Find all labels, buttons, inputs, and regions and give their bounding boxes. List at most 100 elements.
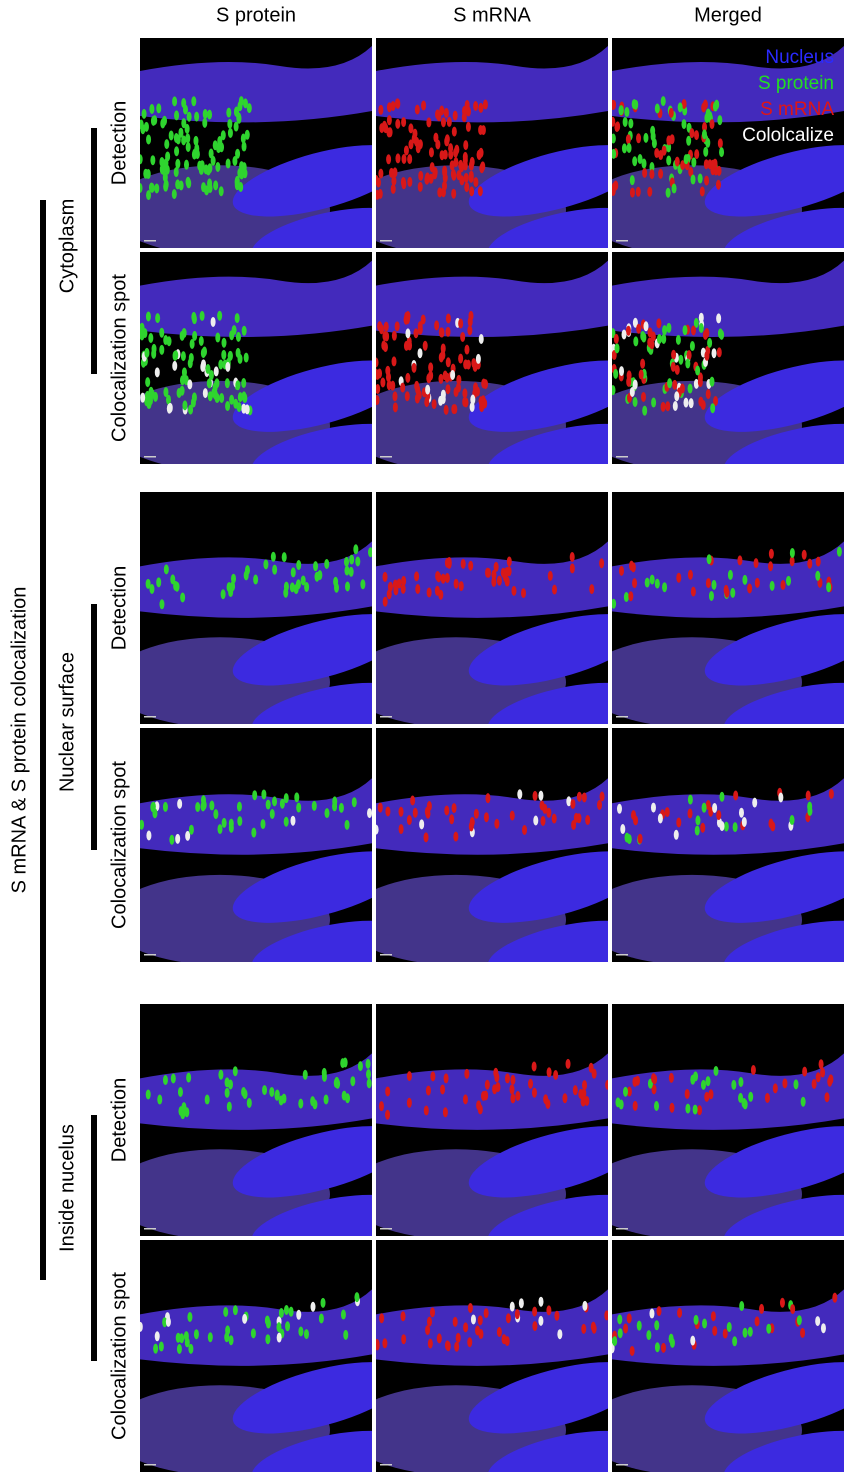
- spot: [690, 1074, 696, 1085]
- spot: [554, 1310, 560, 1321]
- spot: [192, 330, 198, 341]
- spot: [826, 582, 832, 593]
- spot: [483, 812, 489, 823]
- spot: [178, 127, 184, 138]
- spot: [376, 824, 379, 835]
- spot: [162, 1317, 168, 1328]
- spot: [151, 343, 157, 354]
- spot: [423, 1105, 429, 1116]
- scale-bar: [144, 954, 156, 956]
- spot: [713, 395, 719, 406]
- spot: [419, 819, 425, 830]
- spot: [687, 808, 693, 819]
- spot: [474, 386, 480, 397]
- spot: [183, 1331, 189, 1342]
- nucleus: [487, 682, 608, 724]
- spot: [623, 1086, 629, 1097]
- spot: [221, 817, 227, 828]
- spot: [679, 383, 685, 394]
- spot: [236, 801, 242, 812]
- spot: [473, 808, 479, 819]
- spot: [624, 107, 630, 118]
- spot: [647, 327, 653, 338]
- spot: [628, 118, 634, 129]
- spot: [647, 337, 653, 348]
- nucleus: [376, 260, 608, 338]
- group-label: Nuclear surface: [56, 652, 78, 792]
- legend-entry: S protein: [758, 73, 834, 94]
- column-header: Merged: [694, 4, 762, 26]
- spot: [738, 807, 744, 818]
- spot: [379, 324, 385, 335]
- spot: [241, 1087, 247, 1098]
- image-panel: [376, 492, 608, 724]
- spot: [353, 544, 359, 555]
- spot: [704, 175, 710, 186]
- spot: [166, 403, 172, 414]
- spot: [467, 1302, 473, 1313]
- spot: [406, 815, 412, 826]
- nucleus: [232, 851, 372, 923]
- nucleus: [232, 614, 372, 686]
- spot: [398, 824, 404, 835]
- spot: [662, 582, 668, 593]
- column-header: S protein: [216, 4, 296, 26]
- spot: [651, 1073, 657, 1084]
- spot: [710, 1311, 716, 1322]
- spot: [341, 1090, 347, 1101]
- spot: [712, 158, 718, 169]
- spot: [807, 558, 813, 569]
- spot: [480, 161, 486, 172]
- spot: [828, 788, 834, 799]
- row-label: Colocalization spot: [108, 761, 130, 929]
- spot: [689, 341, 695, 352]
- nucleus: [140, 1053, 372, 1130]
- spot: [571, 819, 577, 830]
- spot: [468, 560, 474, 571]
- spot: [772, 1083, 778, 1094]
- spot: [449, 814, 455, 825]
- spot: [701, 129, 707, 140]
- nucleus: [140, 1289, 372, 1366]
- spot: [185, 142, 191, 153]
- spot: [460, 558, 466, 569]
- spot: [709, 119, 715, 130]
- spot: [658, 168, 664, 179]
- spot: [233, 398, 239, 409]
- spot: [581, 1323, 587, 1334]
- spot: [376, 369, 380, 380]
- spot: [376, 395, 380, 406]
- spot: [435, 139, 441, 150]
- spot: [465, 359, 471, 370]
- group-label: Cytoplasm: [56, 199, 78, 293]
- spot: [681, 98, 687, 109]
- spot: [656, 318, 662, 329]
- nucleus: [612, 778, 844, 855]
- spot: [425, 1325, 431, 1336]
- spot: [224, 378, 230, 389]
- spot: [300, 575, 306, 586]
- spot: [682, 325, 688, 336]
- spot: [476, 149, 482, 160]
- spot: [395, 153, 401, 164]
- spot: [557, 1329, 563, 1340]
- scale-bar: [144, 716, 156, 718]
- spot: [700, 822, 706, 833]
- spot: [244, 565, 250, 576]
- spot: [704, 328, 710, 339]
- nucleus: [140, 46, 372, 123]
- spot: [522, 824, 528, 835]
- spot: [654, 103, 660, 114]
- spot: [323, 1094, 329, 1105]
- spot: [702, 122, 708, 133]
- nucleus: [468, 145, 608, 217]
- spot: [145, 1089, 151, 1100]
- spot: [742, 574, 748, 585]
- spot: [521, 588, 527, 599]
- spot: [654, 1101, 660, 1112]
- spot: [382, 571, 388, 582]
- spot: [175, 179, 181, 190]
- spot: [641, 332, 647, 343]
- spot: [209, 800, 215, 811]
- spot: [241, 391, 247, 402]
